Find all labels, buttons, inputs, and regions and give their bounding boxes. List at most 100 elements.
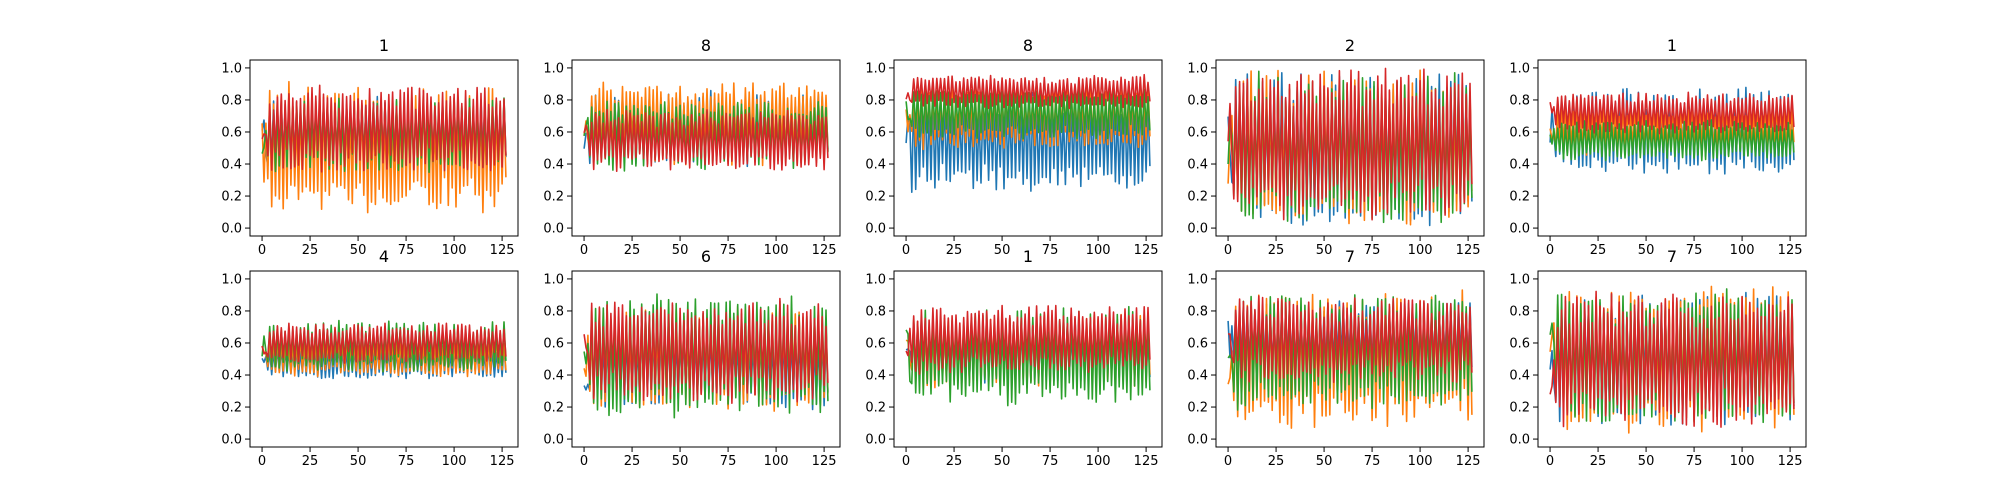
panel-8-series-4 xyxy=(905,304,1151,376)
panel-7-ytick-label: 0.6 xyxy=(543,336,564,351)
panel-6-series-4 xyxy=(261,322,507,364)
panel-9-xtick-label: 0 xyxy=(1224,454,1232,469)
panel-8-frame xyxy=(893,270,1163,448)
panel-1: 1 0 25 50 75 100 125 0.0 0.2 0.4 0.6 0.8 1.0 xyxy=(221,36,519,258)
panel-2-xtick-label: 100 xyxy=(764,243,789,258)
panel-8-title: 1 xyxy=(1023,247,1033,266)
panel-7-ytick-label: 0.0 xyxy=(543,433,564,448)
panel-7-title: 6 xyxy=(701,247,711,266)
panel-7-xtick-label: 75 xyxy=(720,454,737,469)
panel-7-xtick-label: 0 xyxy=(580,454,588,469)
panel-2-ytick-label: 0.0 xyxy=(543,222,564,237)
panel-3-xtick-label: 75 xyxy=(1042,243,1059,258)
panel-5-frame xyxy=(1537,59,1807,237)
panel-4-series-4 xyxy=(1227,67,1473,221)
panel-9-xtick-label: 75 xyxy=(1364,454,1381,469)
panel-10-title: 7 xyxy=(1667,247,1677,266)
panel-4: 2 0 25 50 75 100 125 0.0 0.2 0.4 0.6 0.8 1.0 xyxy=(1187,36,1485,258)
panel-9-title: 7 xyxy=(1345,247,1355,266)
panel-8-ytick-label: 1.0 xyxy=(865,272,886,287)
panel-2-frame xyxy=(571,59,841,237)
panel-3-frame xyxy=(893,59,1163,237)
panel-5-ytick-label: 0.0 xyxy=(1509,222,1530,237)
panel-3-xtick-label: 25 xyxy=(946,243,963,258)
panel-3-series-4 xyxy=(905,73,1151,110)
panel-10-ytick-label: 0.6 xyxy=(1509,336,1530,351)
panel-2-xtick-label: 75 xyxy=(720,243,737,258)
panel-6-xtick-label: 100 xyxy=(442,454,467,469)
panel-3-ytick-label: 0.2 xyxy=(865,190,886,205)
panel-6-title: 4 xyxy=(379,247,389,266)
panel-6-ytick-label: 1.0 xyxy=(221,272,242,287)
panel-2-xtick-label: 50 xyxy=(672,243,689,258)
panel-1-ytick-label: 1.0 xyxy=(221,61,242,76)
panel-3-xtick-label: 100 xyxy=(1086,243,1111,258)
panel-7-series-4 xyxy=(583,297,829,405)
panel-8-ytick-label: 0.6 xyxy=(865,336,886,351)
panel-6-ytick-label: 0.4 xyxy=(221,369,242,384)
panel-9-ytick-label: 1.0 xyxy=(1187,272,1208,287)
panel-4-ytick-label: 1.0 xyxy=(1187,61,1208,76)
panel-4-ytick-label: 0.6 xyxy=(1187,125,1208,140)
panel-8-xtick-label: 25 xyxy=(946,454,963,469)
panel-10-xtick-label: 125 xyxy=(1778,454,1803,469)
panel-8-ytick-label: 0.8 xyxy=(865,304,886,319)
panel-1-ytick-label: 0.8 xyxy=(221,93,242,108)
panel-3-ytick-label: 0.0 xyxy=(865,222,886,237)
panel-4-title: 2 xyxy=(1345,36,1355,55)
panel-4-ytick-label: 0.4 xyxy=(1187,158,1208,173)
panel-8-xtick-label: 75 xyxy=(1042,454,1059,469)
panel-3-ytick-label: 0.4 xyxy=(865,158,886,173)
panel-2-xtick-label: 25 xyxy=(624,243,641,258)
panel-6-frame xyxy=(249,270,519,448)
panel-9: 7 0 25 50 75 100 125 0.0 0.2 0.4 0.6 0.8 1.0 xyxy=(1187,247,1485,469)
panel-2-ytick-label: 0.4 xyxy=(543,158,564,173)
panel-1-xtick-label: 0 xyxy=(258,243,266,258)
panel-2: 8 0 25 50 75 100 125 0.0 0.2 0.4 0.6 0.8 1.0 xyxy=(543,36,841,258)
panel-5-ytick-label: 0.8 xyxy=(1509,93,1530,108)
panel-1-ytick-label: 0.0 xyxy=(221,222,242,237)
panel-9-xtick-label: 125 xyxy=(1456,454,1481,469)
panel-6-xtick-label: 25 xyxy=(302,454,319,469)
panel-8-ytick-label: 0.0 xyxy=(865,433,886,448)
panel-10-series-4 xyxy=(1549,290,1795,428)
panel-6-ytick-label: 0.0 xyxy=(221,433,242,448)
panel-7-ytick-label: 1.0 xyxy=(543,272,564,287)
panel-2-ytick-label: 0.6 xyxy=(543,125,564,140)
panel-5-title: 1 xyxy=(1667,36,1677,55)
panel-5-series-4 xyxy=(1549,91,1795,135)
panel-5-xtick-label: 25 xyxy=(1590,243,1607,258)
panel-6-ytick-label: 0.2 xyxy=(221,401,242,416)
panel-7-xtick-label: 125 xyxy=(812,454,837,469)
panel-10-ytick-label: 0.8 xyxy=(1509,304,1530,319)
panel-7-xtick-label: 100 xyxy=(764,454,789,469)
panel-10: 7 0 25 50 75 100 125 0.0 0.2 0.4 0.6 0.8 1.0 xyxy=(1509,247,1807,469)
panel-7-ytick-label: 0.4 xyxy=(543,369,564,384)
panel-3-ytick-label: 1.0 xyxy=(865,61,886,76)
panel-4-xtick-label: 100 xyxy=(1408,243,1433,258)
panel-4-ytick-label: 0.2 xyxy=(1187,190,1208,205)
panel-10-ytick-label: 0.4 xyxy=(1509,369,1530,384)
panel-7-xtick-label: 25 xyxy=(624,454,641,469)
panel-10-xtick-label: 0 xyxy=(1546,454,1554,469)
panel-2-series-4 xyxy=(583,108,829,172)
panel-1-xtick-label: 50 xyxy=(350,243,367,258)
panel-9-ytick-label: 0.6 xyxy=(1187,336,1208,351)
panel-9-frame xyxy=(1215,270,1485,448)
panel-5-ytick-label: 0.2 xyxy=(1509,190,1530,205)
panel-1-xtick-label: 75 xyxy=(398,243,415,258)
panel-6: 4 0 25 50 75 100 125 0.0 0.2 0.4 0.6 0.8 1.0 xyxy=(221,247,519,469)
panel-1-ytick-label: 0.6 xyxy=(221,125,242,140)
panel-5: 1 0 25 50 75 100 125 0.0 0.2 0.4 0.6 0.8 1.0 xyxy=(1509,36,1807,258)
panel-3-title: 8 xyxy=(1023,36,1033,55)
panel-8-xtick-label: 50 xyxy=(994,454,1011,469)
panel-10-xtick-label: 25 xyxy=(1590,454,1607,469)
panel-10-ytick-label: 0.0 xyxy=(1509,433,1530,448)
panel-3: 8 0 25 50 75 100 125 0.0 0.2 0.4 0.6 0.8 1.0 xyxy=(865,36,1163,258)
panel-6-xtick-label: 125 xyxy=(490,454,515,469)
panel-8-ytick-label: 0.4 xyxy=(865,369,886,384)
panel-3-xtick-label: 125 xyxy=(1134,243,1159,258)
panel-7: 6 0 25 50 75 100 125 0.0 0.2 0.4 0.6 0.8 1.0 xyxy=(543,247,841,469)
panel-1-series-4 xyxy=(261,84,507,173)
panel-3-xtick-label: 50 xyxy=(994,243,1011,258)
